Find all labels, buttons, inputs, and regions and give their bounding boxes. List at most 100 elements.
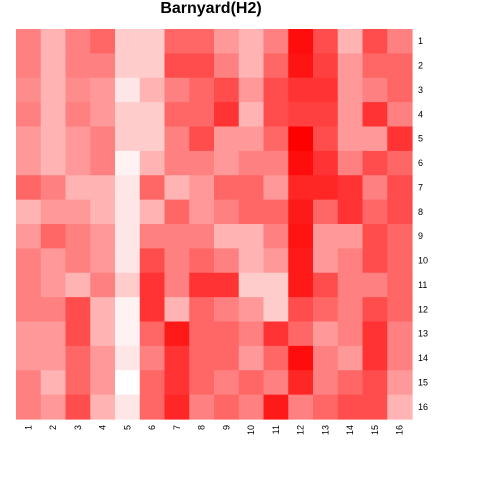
heatmap-cell-r12-c4 bbox=[90, 297, 116, 323]
heatmap-cell-r9-c1 bbox=[16, 224, 42, 249]
heatmap-cell-r10-c6 bbox=[139, 248, 166, 274]
row-label-3: 3 bbox=[418, 85, 423, 95]
heatmap-cell-r11-c14 bbox=[337, 272, 364, 298]
row-label-1: 1 bbox=[418, 36, 423, 46]
heatmap-cell-r7-c2 bbox=[40, 175, 67, 201]
heatmap-cell-r6-c2 bbox=[40, 150, 67, 176]
heatmap-cell-r5-c6 bbox=[139, 126, 166, 152]
heatmap-cell-r2-c14 bbox=[337, 53, 364, 79]
heatmap-cell-r16-c1 bbox=[16, 394, 42, 420]
heatmap-cell-r8-c13 bbox=[313, 199, 339, 225]
heatmap-cell-r4-c14 bbox=[337, 102, 364, 128]
heatmap-cell-r12-c9 bbox=[214, 297, 240, 323]
heatmap-cell-r3-c10 bbox=[238, 77, 265, 103]
heatmap-cell-r9-c9 bbox=[214, 224, 240, 249]
heatmap-cell-r2-c15 bbox=[362, 53, 388, 79]
heatmap-cell-r7-c11 bbox=[263, 175, 289, 201]
heatmap-cell-r7-c15 bbox=[362, 175, 388, 201]
heatmap-cell-r3-c1 bbox=[16, 77, 42, 103]
heatmap-cell-r7-c13 bbox=[313, 175, 339, 201]
heatmap-cell-r4-c3 bbox=[65, 102, 91, 128]
heatmap-cell-r7-c7 bbox=[164, 175, 190, 201]
heatmap-cell-r4-c4 bbox=[90, 102, 116, 128]
heatmap-cell-r14-c4 bbox=[90, 345, 116, 371]
heatmap-cell-r14-c9 bbox=[214, 345, 240, 371]
heatmap-cell-r12-c15 bbox=[362, 297, 388, 323]
heatmap-cell-r14-c5 bbox=[115, 345, 141, 371]
heatmap-cell-r11-c13 bbox=[313, 272, 339, 298]
heatmap-cell-r2-c4 bbox=[90, 53, 116, 79]
heatmap-cell-r6-c4 bbox=[90, 150, 116, 176]
heatmap-cell-r14-c14 bbox=[337, 345, 364, 371]
heatmap-cell-r3-c11 bbox=[263, 77, 289, 103]
column-label-7: 7 bbox=[172, 425, 182, 430]
row-label-13: 13 bbox=[418, 329, 428, 339]
heatmap-cell-r11-c11 bbox=[263, 272, 289, 298]
heatmap-cell-r9-c14 bbox=[337, 224, 364, 249]
heatmap-cell-r10-c7 bbox=[164, 248, 190, 274]
heatmap-cell-r16-c9 bbox=[214, 394, 240, 420]
heatmap-cell-r14-c2 bbox=[40, 345, 67, 371]
heatmap-cell-r15-c11 bbox=[263, 370, 289, 396]
heatmap-cell-r1-c16 bbox=[387, 29, 413, 54]
heatmap-cell-r3-c14 bbox=[337, 77, 364, 103]
heatmap-cell-r7-c3 bbox=[65, 175, 91, 201]
heatmap-cell-r2-c8 bbox=[189, 53, 215, 79]
heatmap-cell-r8-c6 bbox=[139, 199, 166, 225]
column-label-9: 9 bbox=[221, 425, 231, 430]
heatmap-cell-r11-c3 bbox=[65, 272, 91, 298]
heatmap-cell-r14-c16 bbox=[387, 345, 413, 371]
heatmap-cell-r16-c14 bbox=[337, 394, 364, 420]
heatmap-cell-r13-c6 bbox=[139, 321, 166, 347]
heatmap-cell-r1-c9 bbox=[214, 29, 240, 54]
heatmap-cell-r5-c3 bbox=[65, 126, 91, 152]
column-label-3: 3 bbox=[73, 425, 83, 430]
heatmap-cell-r1-c15 bbox=[362, 29, 388, 54]
row-label-2: 2 bbox=[418, 61, 423, 71]
heatmap-cell-r7-c10 bbox=[238, 175, 265, 201]
heatmap-cell-r13-c14 bbox=[337, 321, 364, 347]
heatmap-cell-r7-c12 bbox=[288, 175, 314, 201]
row-label-9: 9 bbox=[418, 231, 423, 241]
heatmap-cell-r2-c12 bbox=[288, 53, 314, 79]
heatmap-cell-r12-c12 bbox=[288, 297, 314, 323]
heatmap-cell-r16-c12 bbox=[288, 394, 314, 420]
heatmap-cell-r16-c5 bbox=[115, 394, 141, 420]
heatmap-cell-r12-c2 bbox=[40, 297, 67, 323]
heatmap-cell-r7-c5 bbox=[115, 175, 141, 201]
heatmap-cell-r10-c2 bbox=[40, 248, 67, 274]
heatmap-cell-r6-c3 bbox=[65, 150, 91, 176]
heatmap-cell-r5-c2 bbox=[40, 126, 67, 152]
heatmap-cell-r5-c14 bbox=[337, 126, 364, 152]
heatmap-cell-r13-c2 bbox=[40, 321, 67, 347]
heatmap-cell-r4-c8 bbox=[189, 102, 215, 128]
heatmap-cell-r16-c16 bbox=[387, 394, 413, 420]
heatmap-cell-r12-c16 bbox=[387, 297, 413, 323]
heatmap-cell-r3-c2 bbox=[40, 77, 67, 103]
heatmap-cell-r4-c9 bbox=[214, 102, 240, 128]
heatmap-cell-r10-c10 bbox=[238, 248, 265, 274]
heatmap-cell-r12-c14 bbox=[337, 297, 364, 323]
heatmap-cell-r11-c9 bbox=[214, 272, 240, 298]
row-label-6: 6 bbox=[418, 158, 423, 168]
heatmap-cell-r9-c10 bbox=[238, 224, 265, 249]
heatmap-cell-r14-c11 bbox=[263, 345, 289, 371]
heatmap-cell-r8-c16 bbox=[387, 199, 413, 225]
column-label-16: 16 bbox=[395, 425, 405, 435]
heatmap-cell-r14-c12 bbox=[288, 345, 314, 371]
column-labels: 1 2 3 4 5 6 7 8 9 10 11 12 13 14 15 16 bbox=[23, 425, 404, 435]
heatmap-cell-r1-c13 bbox=[313, 29, 339, 54]
heatmap-cell-r2-c2 bbox=[40, 53, 67, 79]
heatmap-cell-r15-c7 bbox=[164, 370, 190, 396]
heatmap-cell-r9-c3 bbox=[65, 224, 91, 249]
heatmap-cell-r1-c3 bbox=[65, 29, 91, 54]
heatmap-cell-r16-c15 bbox=[362, 394, 388, 420]
heatmap-cell-r13-c10 bbox=[238, 321, 265, 347]
heatmap-cell-r12-c5 bbox=[115, 297, 141, 323]
heatmap-cell-r14-c1 bbox=[16, 345, 42, 371]
heatmap-cell-r10-c11 bbox=[263, 248, 289, 274]
heatmap-cell-r15-c15 bbox=[362, 370, 388, 396]
heatmap-cell-r13-c9 bbox=[214, 321, 240, 347]
heatmap-cell-r10-c14 bbox=[337, 248, 364, 274]
